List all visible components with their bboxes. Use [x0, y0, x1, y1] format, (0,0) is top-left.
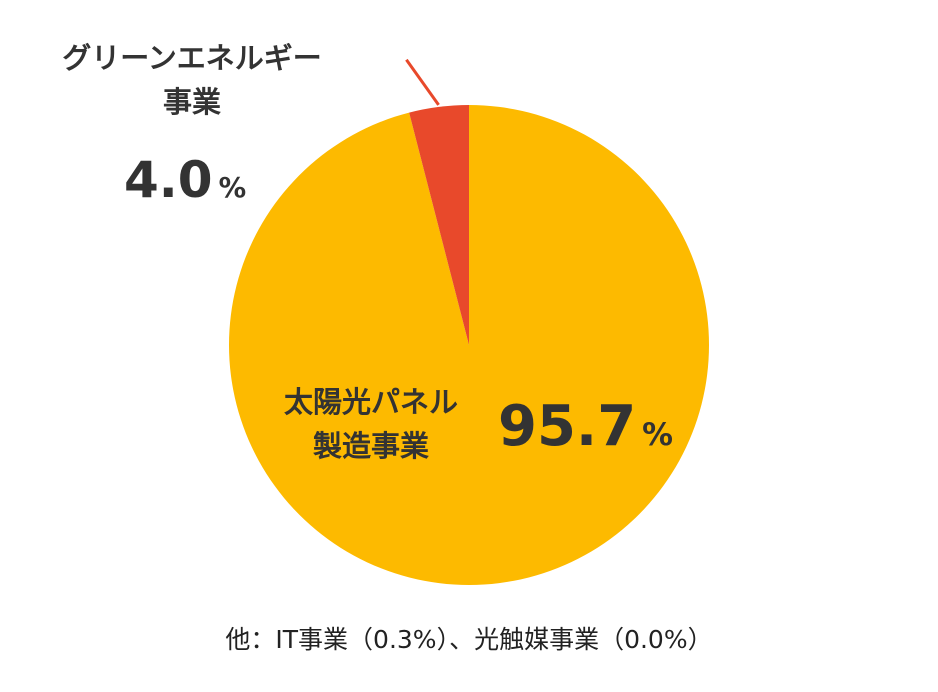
data-label-solar-panel-unit: % — [642, 417, 674, 453]
data-label-green-energy: 4.0% — [124, 150, 246, 218]
pie-slices — [228, 105, 710, 585]
slice-label-solar-panel: 太陽光パネル 製造事業 — [256, 380, 486, 468]
slice-label-green-energy-line2: 事業 — [162, 85, 221, 119]
leader-line-green-energy — [405, 58, 440, 106]
data-label-solar-panel-value: 95.7 — [498, 394, 637, 459]
data-label-green-energy-unit: % — [218, 172, 247, 204]
slice-label-green-energy: グリーンエネルギー 事業 — [22, 36, 362, 124]
data-label-green-energy-value: 4.0 — [124, 151, 213, 209]
slice-label-green-energy-line1: グリーンエネルギー — [62, 41, 322, 75]
pie-slice-green-energy — [409, 105, 469, 345]
slice-label-solar-panel-line1: 太陽光パネル — [283, 385, 458, 419]
data-label-solar-panel: 95.7% — [498, 394, 673, 468]
slice-label-solar-panel-line2: 製造事業 — [312, 429, 429, 463]
chart-footnote: 他：IT事業（0.3%）、光触媒事業（0.0%） — [225, 625, 713, 654]
